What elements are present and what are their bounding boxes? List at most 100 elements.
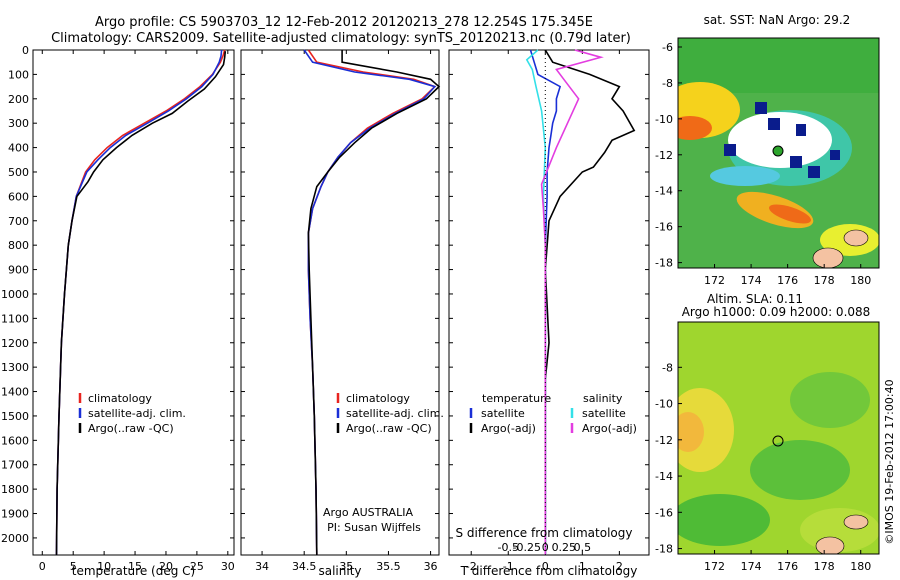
y-tick-label: 1200 bbox=[1, 337, 29, 350]
legend-label: satellite-adj. clim. bbox=[88, 407, 186, 420]
y-tick-label: 400 bbox=[8, 142, 29, 155]
legend-label: climatology bbox=[346, 392, 410, 405]
map-y-tick-label: -18 bbox=[655, 543, 673, 556]
legend-label: climatology bbox=[88, 392, 152, 405]
x-tick-label: -2 bbox=[466, 560, 477, 573]
y-tick-label: 100 bbox=[8, 68, 29, 81]
map-x-tick-label: 174 bbox=[741, 560, 762, 573]
x-tick-label: 0 bbox=[39, 560, 46, 573]
x-tick-label: 34.5 bbox=[292, 560, 317, 573]
x-tick-label: -1 bbox=[503, 560, 514, 573]
top-tick-label: 0.25 bbox=[552, 541, 577, 554]
credit-stamp: ©IMOS 19-Feb-2012 17:00:40 bbox=[883, 379, 896, 544]
series-line bbox=[540, 49, 604, 555]
series-line bbox=[525, 49, 547, 555]
x-tick-label: 20 bbox=[159, 560, 173, 573]
y-tick-label: 1300 bbox=[1, 361, 29, 374]
y-tick-label: 600 bbox=[8, 190, 29, 203]
map-y-tick-label: -10 bbox=[655, 113, 673, 126]
x-tick-label: 36 bbox=[424, 560, 438, 573]
series-line bbox=[55, 51, 227, 556]
x-tick-label: 35.5 bbox=[376, 560, 401, 573]
annotation-line: PI: Susan Wijffels bbox=[327, 521, 421, 534]
x-tick-label: 1 bbox=[579, 560, 586, 573]
map-x-tick-label: 174 bbox=[741, 274, 762, 287]
sla-map-subtitle: Argo h1000: 0.09 h2000: 0.088 bbox=[682, 305, 871, 319]
argo-float-marker-sla bbox=[772, 435, 784, 447]
salinity-panel bbox=[240, 49, 440, 556]
sst-map: sat. SST: NaN Argo: 29.2 172 174 176 178 180… bbox=[655, 13, 880, 287]
x-tick-label: 10 bbox=[97, 560, 111, 573]
x-tick-label: 25 bbox=[190, 560, 204, 573]
x-axis-label: temperature (deg C) bbox=[72, 564, 195, 578]
map-x-tick-label: 180 bbox=[850, 274, 871, 287]
y-tick-label: 1100 bbox=[1, 312, 29, 325]
series-line bbox=[307, 49, 437, 556]
map-y-tick-label: -16 bbox=[655, 506, 673, 519]
difference-panel bbox=[448, 49, 650, 556]
map-y-tick-label: -6 bbox=[662, 41, 673, 54]
top-axis-label: S difference from climatology bbox=[456, 526, 633, 540]
y-tick-label: 0 bbox=[22, 44, 29, 57]
x-tick-label: 15 bbox=[128, 560, 142, 573]
map-y-tick-label: -14 bbox=[655, 470, 673, 483]
y-tick-label: 500 bbox=[8, 166, 29, 179]
y-tick-label: 1600 bbox=[1, 434, 29, 447]
legend-title: salinity bbox=[583, 392, 623, 405]
y-tick-label: 2000 bbox=[1, 532, 29, 545]
map-x-tick-label: 176 bbox=[777, 560, 798, 573]
legend-label: satellite bbox=[582, 407, 626, 420]
y-tick-label: 200 bbox=[8, 93, 29, 106]
legend-label: satellite-adj. clim. bbox=[346, 407, 444, 420]
x-tick-label: 0 bbox=[542, 560, 549, 573]
top-tick-label: 0 bbox=[542, 541, 549, 554]
sla-map: Altim. SLA: 0.11 Argo h1000: 0.09 h2000:… bbox=[655, 292, 880, 573]
x-tick-label: 30 bbox=[221, 560, 235, 573]
map-y-tick-label: -12 bbox=[655, 434, 673, 447]
header-line2: Climatology: CARS2009. Satellite-adjuste… bbox=[51, 31, 631, 46]
map-y-tick-label: -14 bbox=[655, 185, 673, 198]
y-tick-label: 900 bbox=[8, 264, 29, 277]
annotation-line: Argo AUSTRALIA bbox=[323, 506, 413, 519]
series-line bbox=[544, 49, 636, 555]
x-tick-label: 34 bbox=[255, 560, 269, 573]
header-line1: Argo profile: CS 5903703_12 12-Feb-2012 … bbox=[95, 15, 593, 30]
y-tick-label: 1700 bbox=[1, 459, 29, 472]
map-x-tick-label: 172 bbox=[704, 274, 725, 287]
map-y-tick-label: -8 bbox=[662, 77, 673, 90]
series-line bbox=[55, 49, 226, 556]
legend-label: Argo(-adj) bbox=[582, 422, 637, 435]
map-y-tick-label: -12 bbox=[655, 149, 673, 162]
map-x-tick-label: 180 bbox=[850, 560, 871, 573]
y-tick-label: 1800 bbox=[1, 483, 29, 496]
y-tick-label: 300 bbox=[8, 117, 29, 130]
top-tick-label: -0.25 bbox=[513, 541, 541, 554]
map-x-tick-label: 172 bbox=[704, 560, 725, 573]
y-tick-label: 1400 bbox=[1, 386, 29, 399]
y-tick-label: 1500 bbox=[1, 410, 29, 423]
legend-label: satellite bbox=[481, 407, 525, 420]
y-tick-label: 1000 bbox=[1, 288, 29, 301]
series-line bbox=[307, 50, 441, 556]
series-line bbox=[303, 49, 437, 556]
sla-map-title: Altim. SLA: 0.11 bbox=[707, 292, 803, 306]
top-tick-label: 0.5 bbox=[574, 541, 592, 554]
legend-title: temperature bbox=[482, 392, 551, 405]
map-y-tick-label: -18 bbox=[655, 257, 673, 270]
map-y-tick-label: -10 bbox=[655, 398, 673, 411]
x-tick-label: 5 bbox=[70, 560, 77, 573]
y-tick-label: 800 bbox=[8, 239, 29, 252]
x-axis-label: T difference from climatology bbox=[460, 564, 638, 578]
x-axis-label: salinity bbox=[318, 564, 361, 578]
map-x-tick-label: 178 bbox=[814, 560, 835, 573]
argo-float-marker bbox=[772, 145, 784, 157]
y-tick-label: 700 bbox=[8, 215, 29, 228]
map-x-tick-label: 178 bbox=[814, 274, 835, 287]
temperature-panel bbox=[32, 49, 235, 556]
map-y-tick-label: -8 bbox=[662, 361, 673, 374]
map-y-tick-label: -16 bbox=[655, 221, 673, 234]
top-tick-label: -0.5 bbox=[498, 541, 519, 554]
legend-label: Argo(-adj) bbox=[481, 422, 536, 435]
y-tick-label: 1900 bbox=[1, 508, 29, 521]
x-tick-label: 2 bbox=[616, 560, 623, 573]
